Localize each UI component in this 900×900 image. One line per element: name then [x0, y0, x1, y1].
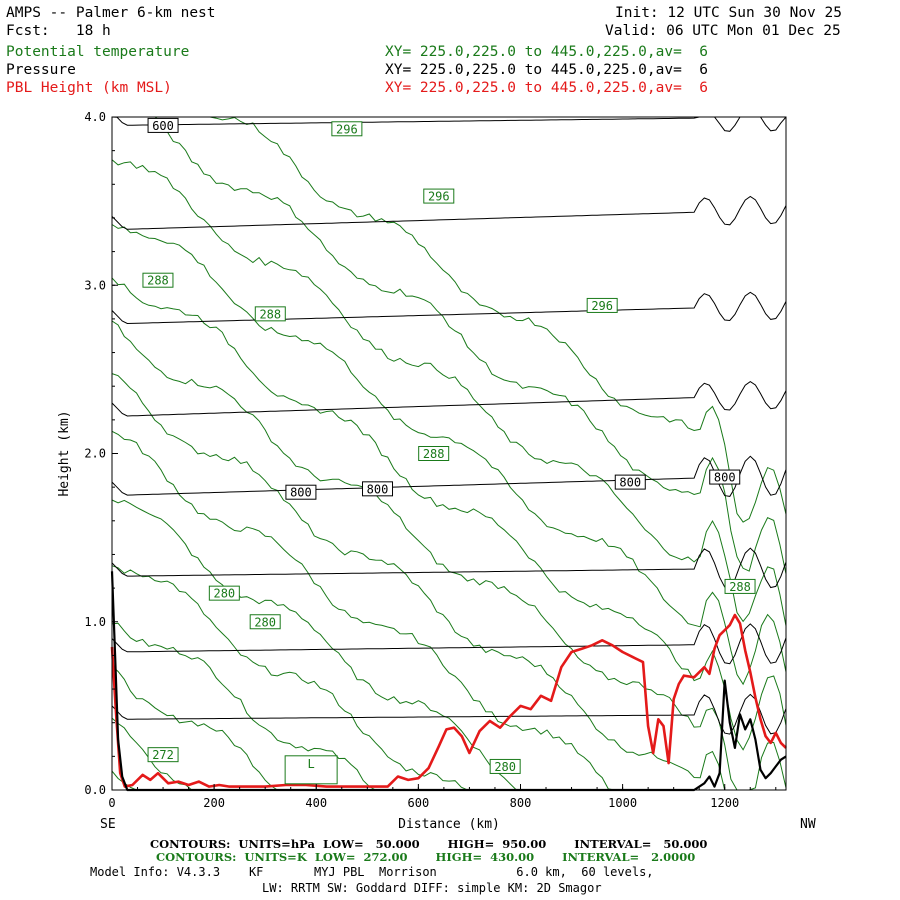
- theta-label-box: [331, 121, 363, 137]
- theta-label-box: [249, 614, 281, 630]
- pressure-contour-line: [111, 380, 787, 417]
- theta-label: 280: [213, 587, 235, 601]
- pressure-label-box: [285, 484, 317, 500]
- theta-label: 272: [152, 748, 174, 762]
- terrain-line: [110, 571, 787, 792]
- theta-label: 280: [494, 760, 516, 774]
- init-time: Init: 12 UTC Sun 30 Nov 25: [615, 5, 842, 21]
- theta-label: 296: [336, 122, 358, 136]
- pressure-label: 600: [152, 119, 174, 133]
- valid-time: Valid: 06 UTC Mon 01 Dec 25: [605, 23, 841, 39]
- chart-title: AMPS -- Palmer 6-km nest: [6, 5, 216, 21]
- theta-label-box: [489, 758, 521, 774]
- x-tick-label: 400: [305, 796, 327, 810]
- left-end-label: SE: [100, 817, 116, 832]
- footer-model-info: Model Info: V4.3.3 KF MYJ PBL Morrison 6…: [90, 865, 654, 879]
- theta-contour-line: [112, 116, 787, 523]
- low-marker: L: [308, 757, 315, 771]
- theta-label-box: [586, 297, 618, 313]
- theta-label-box: [724, 578, 756, 594]
- theta-label-box: [254, 306, 286, 322]
- theta-contour-line: [111, 159, 787, 626]
- contour-labels: 600 800 800 800 800 296 296 296 288 288 288 288 280 2…: [142, 117, 756, 785]
- field-pressure-xy: XY= 225.0,225.0 to 445.0,225.0,av= 6: [385, 62, 709, 78]
- theta-label: 296: [428, 190, 450, 204]
- right-end-label: NW: [800, 817, 816, 832]
- forecast-hour: Fcst: 18 h: [6, 23, 111, 39]
- x-tick-label: 1200: [710, 796, 739, 810]
- y-tick-label: 2.0: [84, 447, 106, 461]
- theta-label-box: [208, 585, 240, 601]
- pressure-contour-line: [111, 623, 787, 665]
- pressure-label-box: [147, 117, 179, 133]
- theta-contour-line: [111, 320, 787, 791]
- y-tick-label: 1.0: [84, 615, 106, 629]
- theta-contour-line: [111, 277, 787, 751]
- theta-label: 288: [729, 580, 751, 594]
- x-tick-label: 800: [510, 796, 532, 810]
- field-theta-xy: XY= 225.0,225.0 to 445.0,225.0,av= 6: [385, 44, 709, 60]
- x-tick-label: 600: [408, 796, 430, 810]
- y-tick-label: 3.0: [84, 278, 106, 292]
- footer-pressure-contours: CONTOURS: UNITS=hPa LOW= 50.000 HIGH= 95…: [150, 837, 708, 851]
- field-pbl-xy: XY= 225.0,225.0 to 445.0,225.0,av= 6: [385, 80, 709, 96]
- pressure-contour-line: [111, 291, 787, 325]
- y-axis-label: Height (km): [57, 410, 72, 496]
- series-lines: [110, 571, 787, 792]
- theta-label: 280: [254, 615, 276, 629]
- x-tick-label: 200: [203, 796, 225, 810]
- cross-section-chart: 600 800 800 800 800 296 296 296 288 288 288 288 280 2…: [57, 110, 816, 832]
- theta-contour-line: [112, 116, 787, 575]
- theta-label: 288: [423, 447, 445, 461]
- y-tick-label: 0.0: [84, 783, 106, 797]
- pressure-label: 800: [367, 482, 389, 496]
- pressure-label: 800: [290, 486, 312, 500]
- x-tick-label: 1000: [608, 796, 637, 810]
- pressure-contour-line: [111, 116, 787, 132]
- theta-label-box: [418, 446, 450, 461]
- x-axis-label: Distance (km): [398, 817, 500, 832]
- theta-contour-line: [111, 224, 787, 686]
- pressure-label-box: [362, 481, 394, 497]
- y-tick-label: 4.0: [84, 110, 106, 124]
- pressure-contour-line: [111, 195, 787, 230]
- theta-contour-line: [111, 373, 786, 791]
- theta-label-box: [147, 747, 179, 763]
- pressure-label: 800: [619, 476, 641, 490]
- low-marker-box: [284, 755, 338, 785]
- theta-label: 288: [259, 307, 281, 321]
- pressure-label-box: [709, 469, 741, 485]
- pressure-contour-line: [111, 547, 787, 589]
- field-theta-name: Potential temperature: [6, 44, 190, 60]
- pressure-contours: [111, 116, 787, 735]
- pressure-contour-line: [111, 455, 787, 497]
- theta-contour-line: [111, 622, 786, 791]
- theta-label: 288: [147, 274, 169, 288]
- theta-label-box: [142, 272, 174, 288]
- footer-model-info-2: LW: RRTM SW: Goddard DIFF: simple KM: 2D…: [262, 881, 602, 895]
- pressure-label: 800: [714, 471, 736, 485]
- field-pressure-name: Pressure: [6, 62, 76, 78]
- pbl-height-line: [110, 613, 787, 788]
- axes: 0.0 1.0 2.0 3.0 4.0 0 200 400 600 800 1000 1200 Dist…: [57, 110, 816, 832]
- x-tick-label: 0: [108, 796, 115, 810]
- theta-label-box: [423, 188, 455, 204]
- footer-theta-contours: CONTOURS: UNITS=K LOW= 272.00 HIGH= 430.…: [156, 850, 696, 864]
- field-pbl-name: PBL Height (km MSL): [6, 80, 172, 96]
- theta-label: 296: [591, 299, 613, 313]
- pressure-label-box: [614, 474, 646, 490]
